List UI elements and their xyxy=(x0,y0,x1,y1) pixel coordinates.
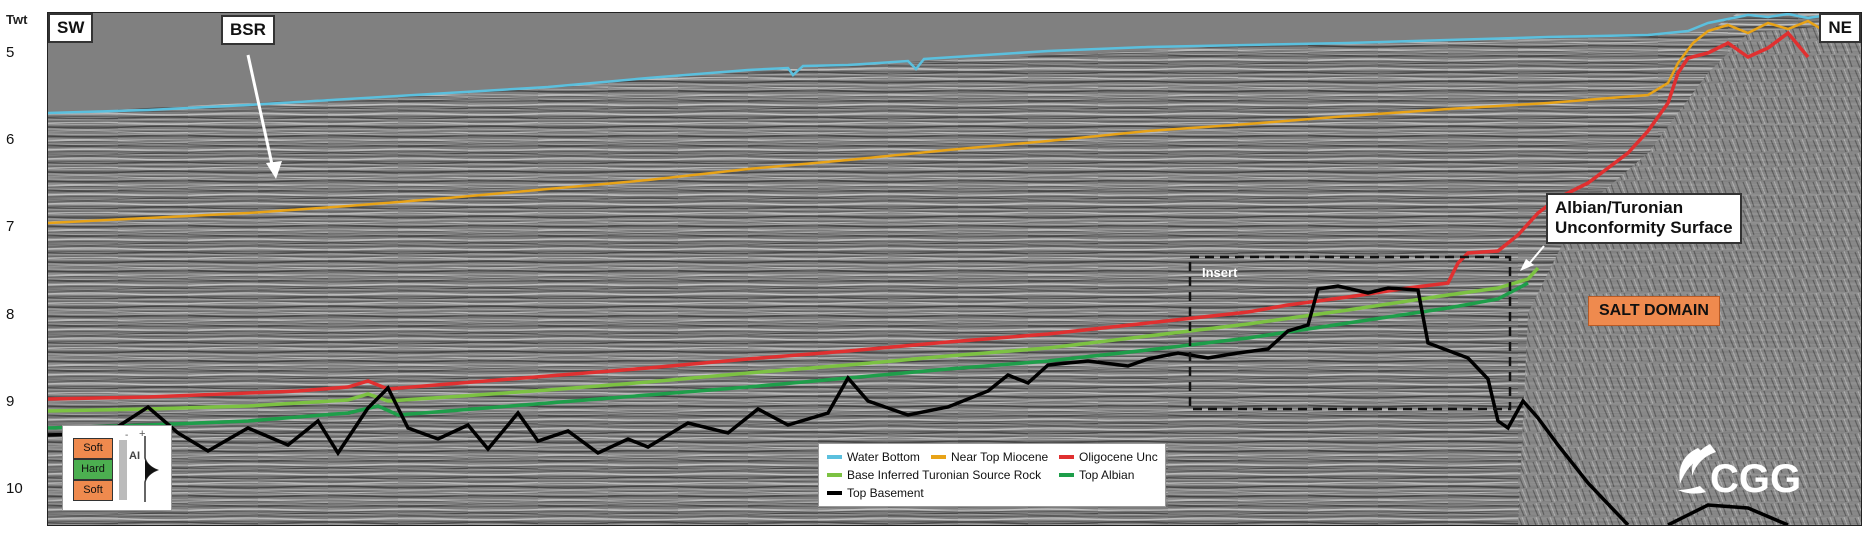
ai-soft-top: Soft xyxy=(73,438,113,459)
legend: Water Bottom Near Top Miocene Oligocene … xyxy=(818,443,1166,507)
ne-label: NE xyxy=(1819,13,1861,44)
sediment-fine-reflectivity xyxy=(48,13,1861,525)
horizon-oligocene-unc xyxy=(48,30,1810,401)
horizon-near-top-miocene xyxy=(48,19,1829,225)
tick-label-6: 6 xyxy=(6,131,15,148)
tick-label-8: 8 xyxy=(6,306,15,323)
horizon-top-basement xyxy=(48,284,1630,525)
salt-domain-label: SALT DOMAIN xyxy=(1588,296,1720,326)
albian-unconformity-label: Albian/Turonian Unconformity Surface xyxy=(1546,193,1742,244)
ai-hard: Hard xyxy=(73,459,113,480)
horizon-top-albian xyxy=(48,281,1529,430)
ai-polarity-key: Soft Hard Soft - + AI xyxy=(62,425,172,511)
legend-label: Base Inferred Turonian Source Rock xyxy=(847,468,1042,482)
albian-label-line-2: Unconformity Surface xyxy=(1555,218,1733,238)
horizon-base-turonian-source-rock xyxy=(48,266,1540,413)
legend-swatch-oligocene-unc xyxy=(1059,455,1074,459)
seismic-canvas xyxy=(48,13,1861,525)
cgg-logo-mark-icon: CGG xyxy=(1678,444,1801,501)
sw-label: SW xyxy=(48,13,94,44)
salt-chaotic-zone xyxy=(1518,23,1861,525)
legend-item-water-bottom: Water Bottom xyxy=(827,450,920,464)
legend-label: Oligocene Unc xyxy=(1079,450,1158,464)
legend-swatch-near-top-miocene xyxy=(931,455,946,459)
legend-swatch-top-basement xyxy=(827,491,842,495)
axis-title: Twt xyxy=(6,12,28,27)
legend-item-base-turonian: Base Inferred Turonian Source Rock xyxy=(827,468,1041,482)
ai-minus: - xyxy=(125,430,129,441)
ai-bar xyxy=(119,440,127,500)
horizon-top-basement-right xyxy=(1667,503,1789,525)
legend-label: Top Albian xyxy=(1079,468,1135,482)
insert-box xyxy=(1188,255,1512,411)
bsr-arrow xyxy=(246,54,275,170)
tick-label-5: 5 xyxy=(6,44,15,61)
bsr-arrowhead xyxy=(266,161,282,179)
albian-label-line-1: Albian/Turonian xyxy=(1555,198,1684,217)
ai-soft-bottom: Soft xyxy=(73,480,113,501)
wavelet-icon xyxy=(144,436,160,502)
legend-label: Near Top Miocene xyxy=(951,450,1049,464)
legend-item-near-top-miocene: Near Top Miocene xyxy=(931,450,1048,464)
cgg-logo: CGG xyxy=(1670,440,1835,502)
ai-plus: + xyxy=(139,428,146,440)
legend-item-oligocene-unc: Oligocene Unc xyxy=(1059,450,1158,464)
legend-item-top-basement: Top Basement xyxy=(827,486,924,500)
legend-label: Water Bottom xyxy=(847,450,920,464)
cgg-logo-text: CGG xyxy=(1710,457,1801,501)
albian-arrowhead xyxy=(1520,259,1534,271)
tick-label-10: 10 xyxy=(6,480,23,497)
tick-label-9: 9 xyxy=(6,393,15,410)
bsr-label: BSR xyxy=(221,15,275,46)
legend-swatch-base-turonian xyxy=(827,473,842,477)
legend-swatch-top-albian xyxy=(1059,473,1074,477)
legend-item-top-albian: Top Albian xyxy=(1059,468,1134,482)
ai-label: AI xyxy=(129,450,140,462)
tick-label-7: 7 xyxy=(6,218,15,235)
insert-label: Insert xyxy=(1202,265,1238,280)
horizon-water-bottom xyxy=(48,13,1829,115)
seismic-section: SW NE BSR Albian/Turonian Unconformity S… xyxy=(47,12,1862,526)
legend-swatch-water-bottom xyxy=(827,455,842,459)
legend-label: Top Basement xyxy=(847,486,924,500)
albian-arrow xyxy=(1527,245,1545,266)
